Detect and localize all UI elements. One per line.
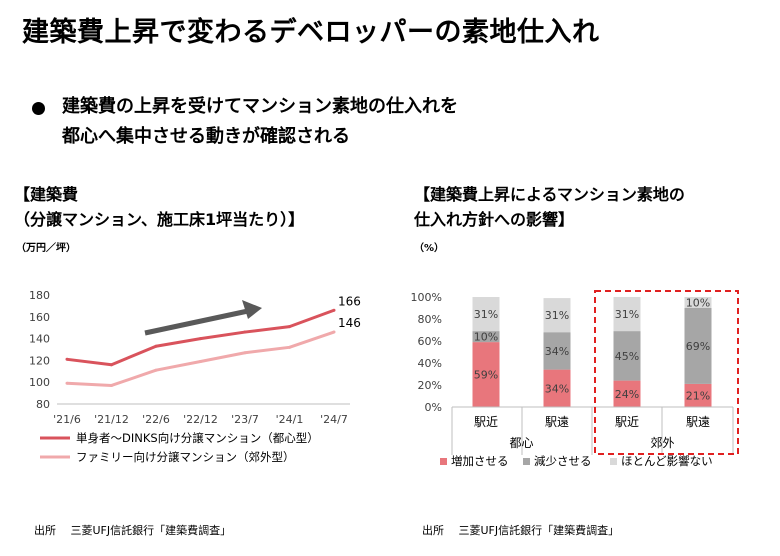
line-point-series-1 (154, 344, 158, 348)
x-tick-label: '22/12 (183, 413, 218, 426)
bar-value-label: 34% (545, 345, 569, 358)
bullet-icon (32, 102, 45, 115)
left-source-note: 出所 三菱UFJ信託銀行「建築費調査」 (34, 524, 232, 537)
y-tick-label: 40% (418, 357, 442, 370)
bar-value-label: 34% (545, 382, 569, 395)
y-tick-label: 80 (36, 398, 50, 411)
legend-label: 増加させる (451, 454, 509, 468)
right-chart-heading-line2: 仕入れ方針への影響】 (414, 210, 575, 229)
category-label: 駅遠 (686, 415, 710, 429)
y-tick-label: 100 (29, 376, 50, 389)
line-point-series-2 (288, 345, 291, 349)
bar-value-label: 24% (615, 388, 639, 401)
series-end-label: 166 (338, 294, 361, 308)
line-point-series-2 (110, 383, 113, 387)
y-tick-label: 120 (29, 354, 50, 367)
right-chart-heading-line1: 【建築費上昇によるマンション素地の (414, 185, 685, 204)
bar-value-label: 59% (474, 369, 498, 382)
line-point-series-2 (199, 359, 202, 363)
left-chart-heading-line2: （分譲マンション、施工床1坪当たり）】 (14, 210, 305, 229)
series-end-label: 146 (338, 316, 361, 330)
legend-swatch (610, 458, 617, 465)
bar-value-label: 31% (474, 308, 498, 321)
line-point-series-1 (199, 337, 202, 341)
bar-segment (543, 369, 571, 407)
highlight-box (594, 290, 739, 455)
group-label: 都心 (509, 436, 533, 450)
category-label: 駅近 (474, 415, 498, 429)
bar-segment (684, 383, 712, 407)
y-tick-label: 160 (29, 311, 50, 324)
x-tick-label: '21/6 (53, 413, 81, 426)
x-tick-label: '22/6 (142, 413, 170, 426)
bullet-text-line2: 都心へ集中させる動きが確認される (62, 126, 350, 147)
y-tick-label: 20% (418, 379, 442, 392)
line-point-series-1 (110, 363, 113, 367)
bar-value-label: 45% (615, 350, 639, 363)
bullet-text-line1: 建築費の上昇を受けてマンション素地の仕入れを (62, 96, 458, 117)
category-label: 駅近 (615, 415, 639, 429)
legend-label: ほとんど影響ない (621, 454, 713, 468)
legend-label: 単身者～DINKS向け分譲マンション（都心型） (76, 431, 319, 445)
y-tick-label: 0% (425, 401, 442, 414)
bar-segment (543, 332, 571, 370)
x-tick-label: '21/12 (94, 413, 129, 426)
bar-value-label: 31% (615, 308, 639, 321)
y-tick-label: 80% (418, 313, 442, 326)
trend-arrow-shaft (144, 308, 249, 336)
land-purchase-stacked-bar-chart: 0% 20% 40% 60% 80% 100% 59% 10% 31% 34% 34% 31% 24% 4… (411, 290, 739, 468)
bar-value-label: 69% (686, 340, 710, 353)
right-chart-unit: （%） (414, 243, 445, 254)
bar-value-label: 10% (686, 297, 710, 310)
x-tick-label: '24/1 (276, 413, 304, 426)
x-tick-label: '24/7 (320, 413, 348, 426)
line-point-series-1 (332, 308, 336, 312)
y-tick-label: 100% (411, 291, 442, 304)
line-point-series-1 (288, 325, 291, 329)
slide-title: 建築費上昇で変わるデベロッパーの素地仕入れ (22, 17, 600, 48)
legend-label: 減少させる (534, 454, 592, 468)
bar-segment (613, 331, 641, 381)
bar-value-label: 31% (545, 309, 569, 322)
left-chart-unit: （万円／坪） (16, 243, 76, 254)
bar-value-label: 21% (686, 389, 710, 402)
bar-segment (613, 380, 641, 407)
left-chart-heading-line1: 【建築費 (14, 185, 79, 204)
line-point-series-2 (154, 368, 158, 372)
line-point-series-2 (65, 381, 69, 385)
bar-segment (472, 331, 500, 343)
y-tick-label: 60% (418, 335, 442, 348)
construction-cost-line-chart: 80 100 120 140 160 180 '21/6 '21/12 '22/6 '22/12 '… (29, 289, 361, 464)
group-label: 郊外 (650, 436, 674, 450)
right-source-note: 出所 三菱UFJ信託銀行「建築費調査」 (422, 524, 620, 537)
line-point-series-2 (243, 351, 247, 355)
line-point-series-1 (65, 357, 69, 361)
bar-segment (472, 342, 500, 407)
legend-swatch (440, 458, 447, 465)
bar-segment (684, 297, 712, 308)
line-point-series-2 (332, 330, 336, 334)
category-label: 駅遠 (545, 415, 569, 429)
trend-arrow-head (242, 300, 262, 319)
x-tick-label: '23/7 (231, 413, 259, 426)
bar-segment (684, 308, 712, 384)
legend-label: ファミリー向け分譲マンション（郊外型） (76, 450, 295, 464)
bar-segment (472, 297, 500, 332)
bar-segment (543, 298, 571, 333)
legend-swatch (523, 458, 530, 465)
bar-value-label: 10% (474, 331, 498, 344)
line-point-series-1 (243, 330, 247, 334)
y-tick-label: 140 (29, 333, 50, 346)
bar-segment (613, 297, 641, 332)
y-tick-label: 180 (29, 289, 50, 302)
